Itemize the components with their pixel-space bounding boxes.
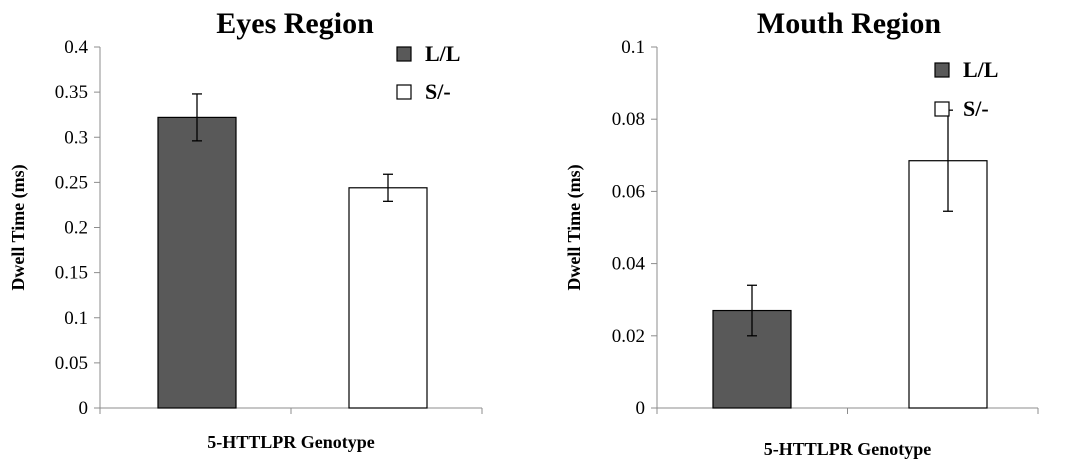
chart-2-title: Mouth Region <box>757 7 941 40</box>
chart-1-legend-swatch-2 <box>396 84 412 100</box>
chart-1-bar-2 <box>348 187 428 409</box>
chart-1-y-tick-label: 0.15 <box>55 263 88 284</box>
chart-2-y-tick-label: 0 <box>636 398 646 419</box>
chart-1-y-tick-label: 0.2 <box>64 218 88 239</box>
chart-1-y-tick-label: 0.1 <box>64 308 88 329</box>
chart-2-y-axis-label: Dwell Time (ms) <box>564 164 585 290</box>
chart-2-x-axis-label: 5-HTTLPR Genotype <box>764 439 932 459</box>
chart-2-legend-swatch-1 <box>934 62 950 78</box>
chart-2-y-tick-label: 0.1 <box>621 37 645 58</box>
chart-1-y-tick-label: 0.3 <box>64 127 88 148</box>
chart-1-title: Eyes Region <box>216 7 374 40</box>
chart-1-y-tick-label: 0.05 <box>55 353 88 374</box>
chart-2-y-tick-label: 0.08 <box>612 109 645 130</box>
chart-1-bar-1 <box>157 116 237 409</box>
chart-1-legend-label-1: L/L <box>425 41 460 66</box>
chart-2-y-tick-label: 0.02 <box>612 326 645 347</box>
chart-2-legend-label-1: L/L <box>963 57 998 82</box>
chart-1-y-tick-label: 0.4 <box>64 37 88 58</box>
chart-1-y-axis-label: Dwell Time (ms) <box>8 164 29 290</box>
chart-1-y-tick-label: 0.35 <box>55 82 88 103</box>
chart-1-y-tick-label: 0.25 <box>55 172 88 193</box>
chart-1-legend-swatch-1 <box>396 46 412 62</box>
chart-2-y-tick-label: 0.06 <box>612 181 645 202</box>
chart-2-legend-label-2: S/- <box>963 96 989 121</box>
chart-1-legend-label-2: S/- <box>425 79 451 104</box>
chart-1-y-tick-label: 0 <box>79 398 89 419</box>
chart-1-x-axis-label: 5-HTTLPR Genotype <box>207 432 375 452</box>
chart-2-y-tick-label: 0.04 <box>612 254 646 275</box>
chart-2-legend-swatch-2 <box>934 101 950 117</box>
